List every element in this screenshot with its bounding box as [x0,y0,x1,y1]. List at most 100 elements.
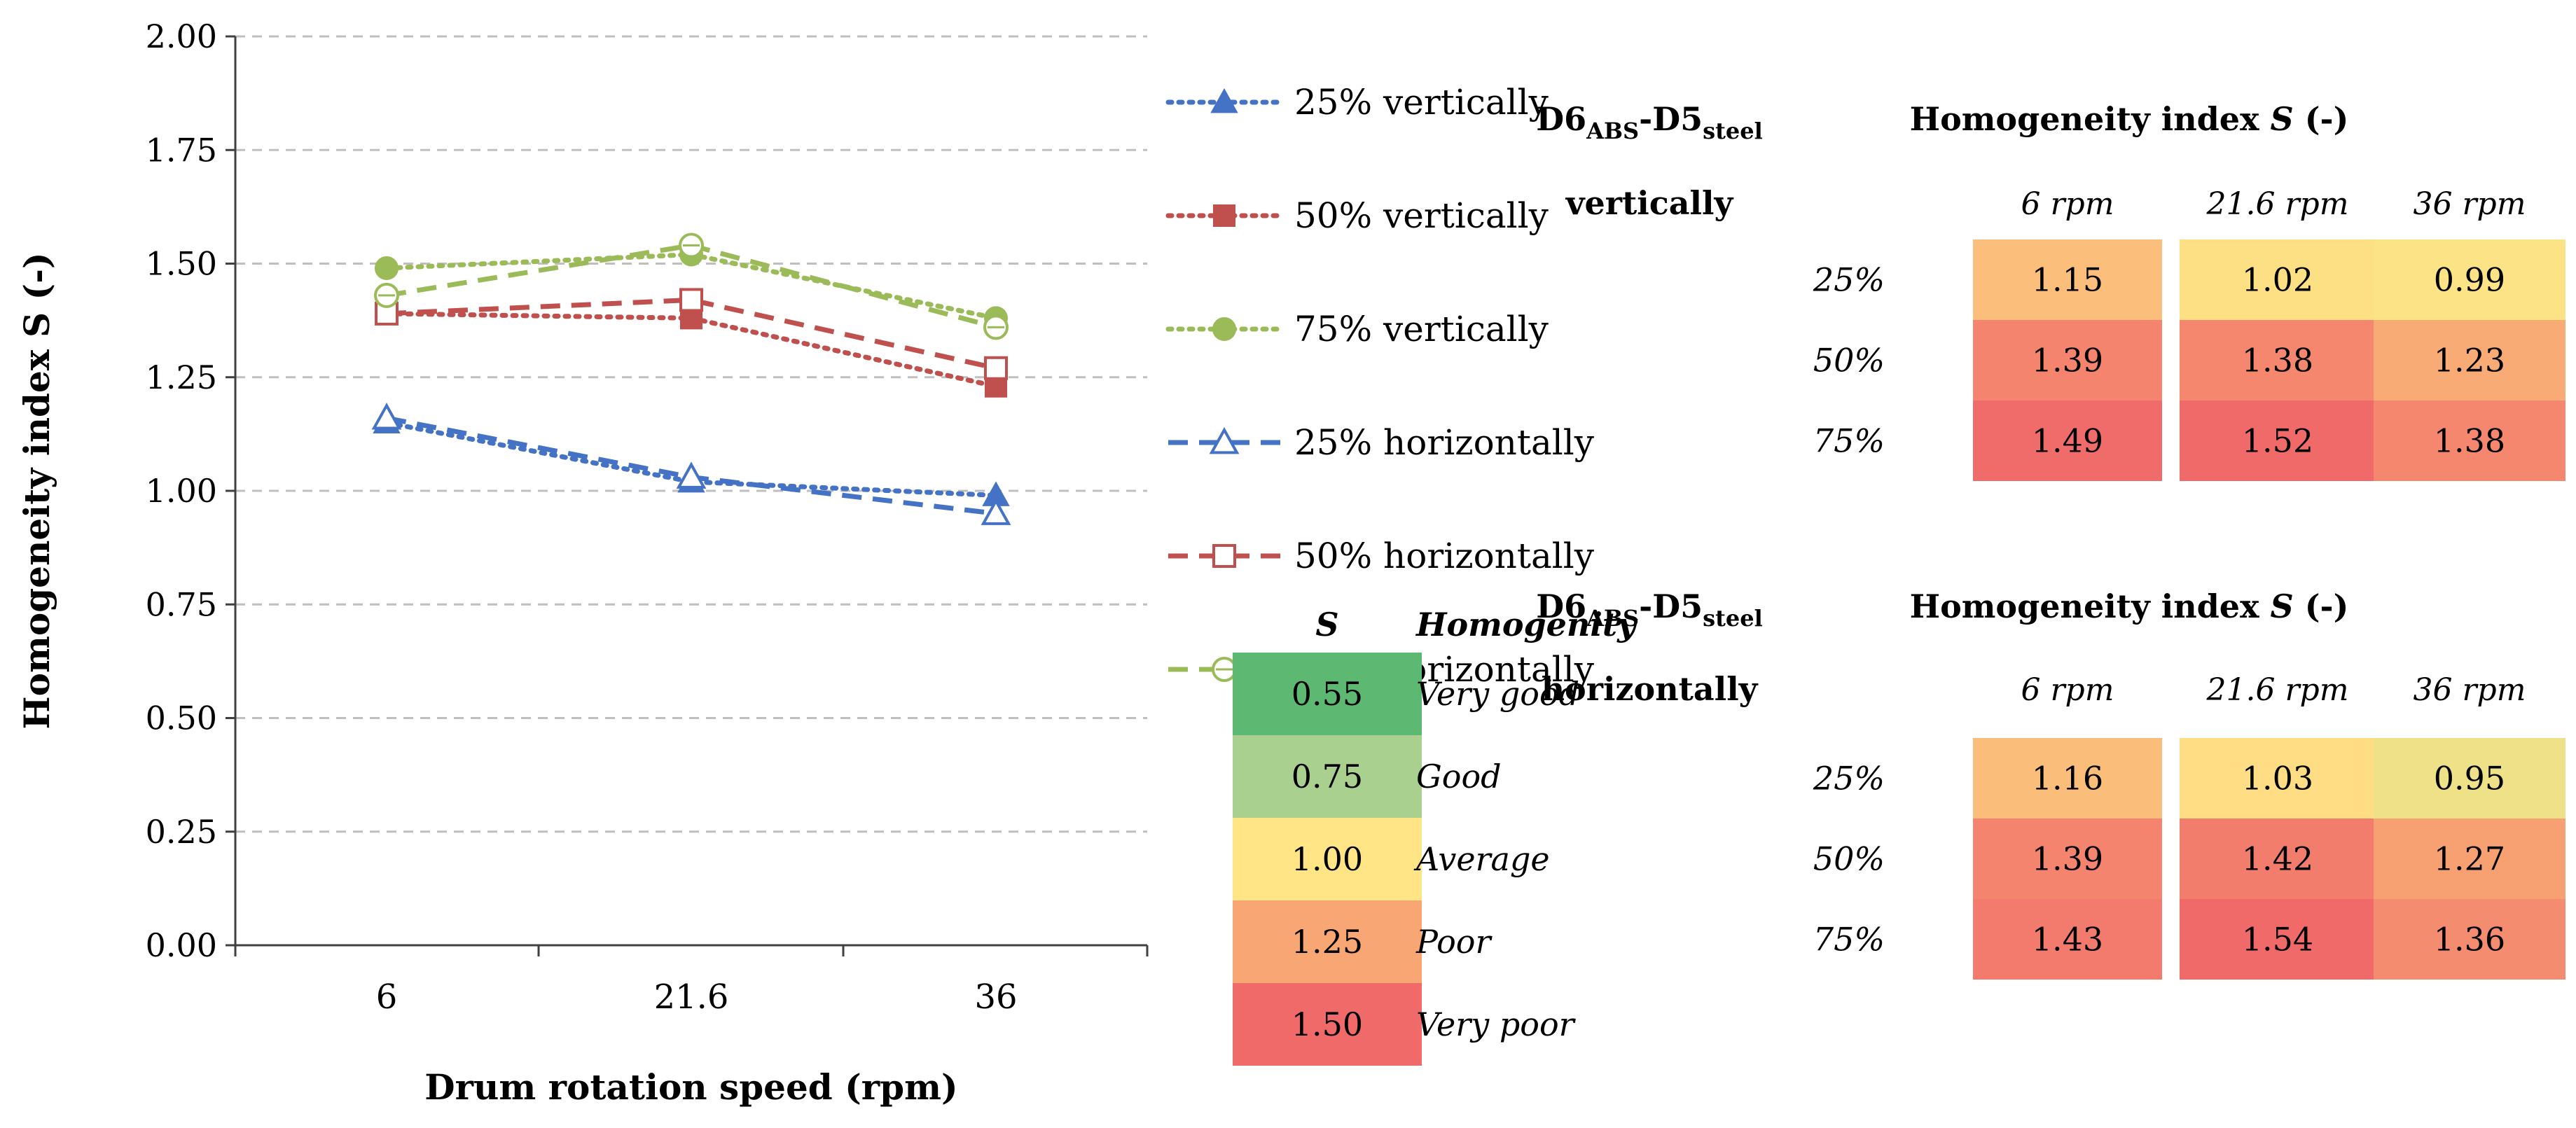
table-cell [2180,899,2376,980]
table-column-header: 21.6 rpm [2206,672,2349,708]
scale-legend: S Homogenity 0.55 Very good 0.75 Good 1.00 Av… [1233,606,1638,1066]
table-cell [2374,401,2565,481]
legend-item: 25% horizontally [1168,422,1595,463]
series-line [386,297,997,371]
legend-label: 25% vertically [1294,82,1549,123]
y-axis-label: Homogeneity index S (-) [16,252,57,729]
table-column-header: 6 rpm [2021,672,2114,708]
table-row-label: 75% [1813,422,1885,460]
table-row-label: 50% [1813,840,1885,878]
scale-swatch [1233,653,1422,735]
table-cell-value: 1.43 [2032,921,2103,959]
y-tick-label: 2.00 [146,18,217,55]
table-cell-value: 1.27 [2434,840,2505,878]
table-row-label: 50% [1813,342,1885,380]
x-tick-label: 6 [376,977,398,1017]
table-cell-value: 1.49 [2032,422,2103,460]
table-cell-value: 1.36 [2434,921,2505,959]
table-vertical: D6ABS-D5steel vertically Homogeneity ind… [1536,100,2565,481]
table-cell [1973,239,2162,320]
data-point [984,356,1008,380]
legend-item: 25% vertically [1165,82,1549,123]
table-row-label: 75% [1813,921,1885,959]
table-cell [2180,401,2376,481]
table-cell-value: 1.15 [2032,261,2103,299]
table-vertical-title: Homogeneity index S (-) [1910,100,2349,138]
table-cell-value: 1.52 [2242,422,2313,460]
y-tick-label: 0.25 [146,813,217,851]
table-cell-value: 1.42 [2242,840,2313,878]
table-column-header: 36 rpm [2414,672,2526,708]
table-column-header: 21.6 rpm [2206,186,2349,222]
table-horizontal-orientation: horizontally [1542,670,1759,708]
scale-label: Average [1413,840,1550,878]
y-tick-label: 1.50 [146,245,217,283]
table-column-header: 36 rpm [2414,186,2526,222]
table-cell [2180,819,2376,899]
table-cell-value: 1.38 [2242,342,2313,380]
table-horizontal: D6ABS-D5steel horizontally Homogeneity i… [1536,587,2565,980]
legend-item: 50% vertically [1165,195,1549,236]
scale-header-s: S [1315,606,1338,643]
scale-label: Poor [1415,923,1493,961]
series-75-horizontally [374,232,1009,340]
table-row-label: 25% [1813,261,1885,299]
y-ticks: 0.00 0.25 0.50 0.75 1.00 1.25 1.50 1.75 2.00 [146,18,235,964]
table-horizontal-title: Homogeneity index S (-) [1910,587,2349,625]
legend-label: 25% horizontally [1294,422,1595,463]
table-row-label: 25% [1813,760,1885,798]
data-point [1212,317,1236,341]
data-point [981,498,1011,525]
table-cell [2180,738,2376,819]
y-tick-label: 1.25 [146,358,217,396]
legend-label: 50% vertically [1294,195,1549,236]
x-tick-label: 21.6 [654,977,729,1017]
scale-label: Very good [1416,675,1579,713]
scale-swatch [1233,735,1422,818]
y-tick-label: 0.00 [146,926,217,964]
y-tick-label: 0.50 [146,699,217,737]
table-cell [2180,320,2376,401]
table-cell-value: 1.03 [2242,760,2313,798]
table-cell [1973,738,2162,819]
table-cell [1973,899,2162,980]
y-tick-label: 1.75 [146,131,217,169]
table-cell [1973,320,2162,401]
data-point [676,461,707,489]
data-point [1213,204,1235,227]
scale-label: Good [1416,758,1502,795]
y-tick-label: 0.75 [146,585,217,623]
x-axis-label: Drum rotation speed (rpm) [424,1066,957,1108]
table-cell [2374,239,2565,320]
table-cell [2374,819,2565,899]
table-cell-value: 0.95 [2434,760,2505,798]
table-cell-value: 1.02 [2242,261,2313,299]
table-cell [1973,819,2162,899]
scale-value: 1.00 [1292,840,1363,878]
x-tick-label: 36 [974,977,1017,1017]
y-tick-label: 1.00 [146,472,217,510]
scale-value: 1.50 [1292,1005,1363,1043]
table-cell-value: 1.38 [2434,422,2505,460]
table-cell [2180,239,2376,320]
scale-header-homogenity: Homogenity [1415,606,1638,643]
scale-swatch [1233,818,1422,900]
data-point [1209,426,1240,454]
table-cell-value: 0.99 [2434,261,2505,299]
table-horizontal-sample: D6ABS-D5steel [1536,587,1763,632]
data-point [371,403,402,430]
table-cell-value: 1.16 [2032,760,2103,798]
scale-label: Very poor [1416,1005,1577,1043]
table-cell [2374,738,2565,819]
table-cell [1973,401,2162,481]
data-point [1210,88,1238,113]
table-cell [2374,899,2565,980]
legend-item: 75% vertically [1165,309,1549,349]
series-25-horizontally [371,403,1011,525]
series-group [371,232,1011,525]
legend-label: 50% horizontally [1294,536,1595,576]
table-cell-value: 1.39 [2032,840,2103,878]
table-cell-value: 1.23 [2434,342,2505,380]
scale-swatch [1233,983,1422,1066]
